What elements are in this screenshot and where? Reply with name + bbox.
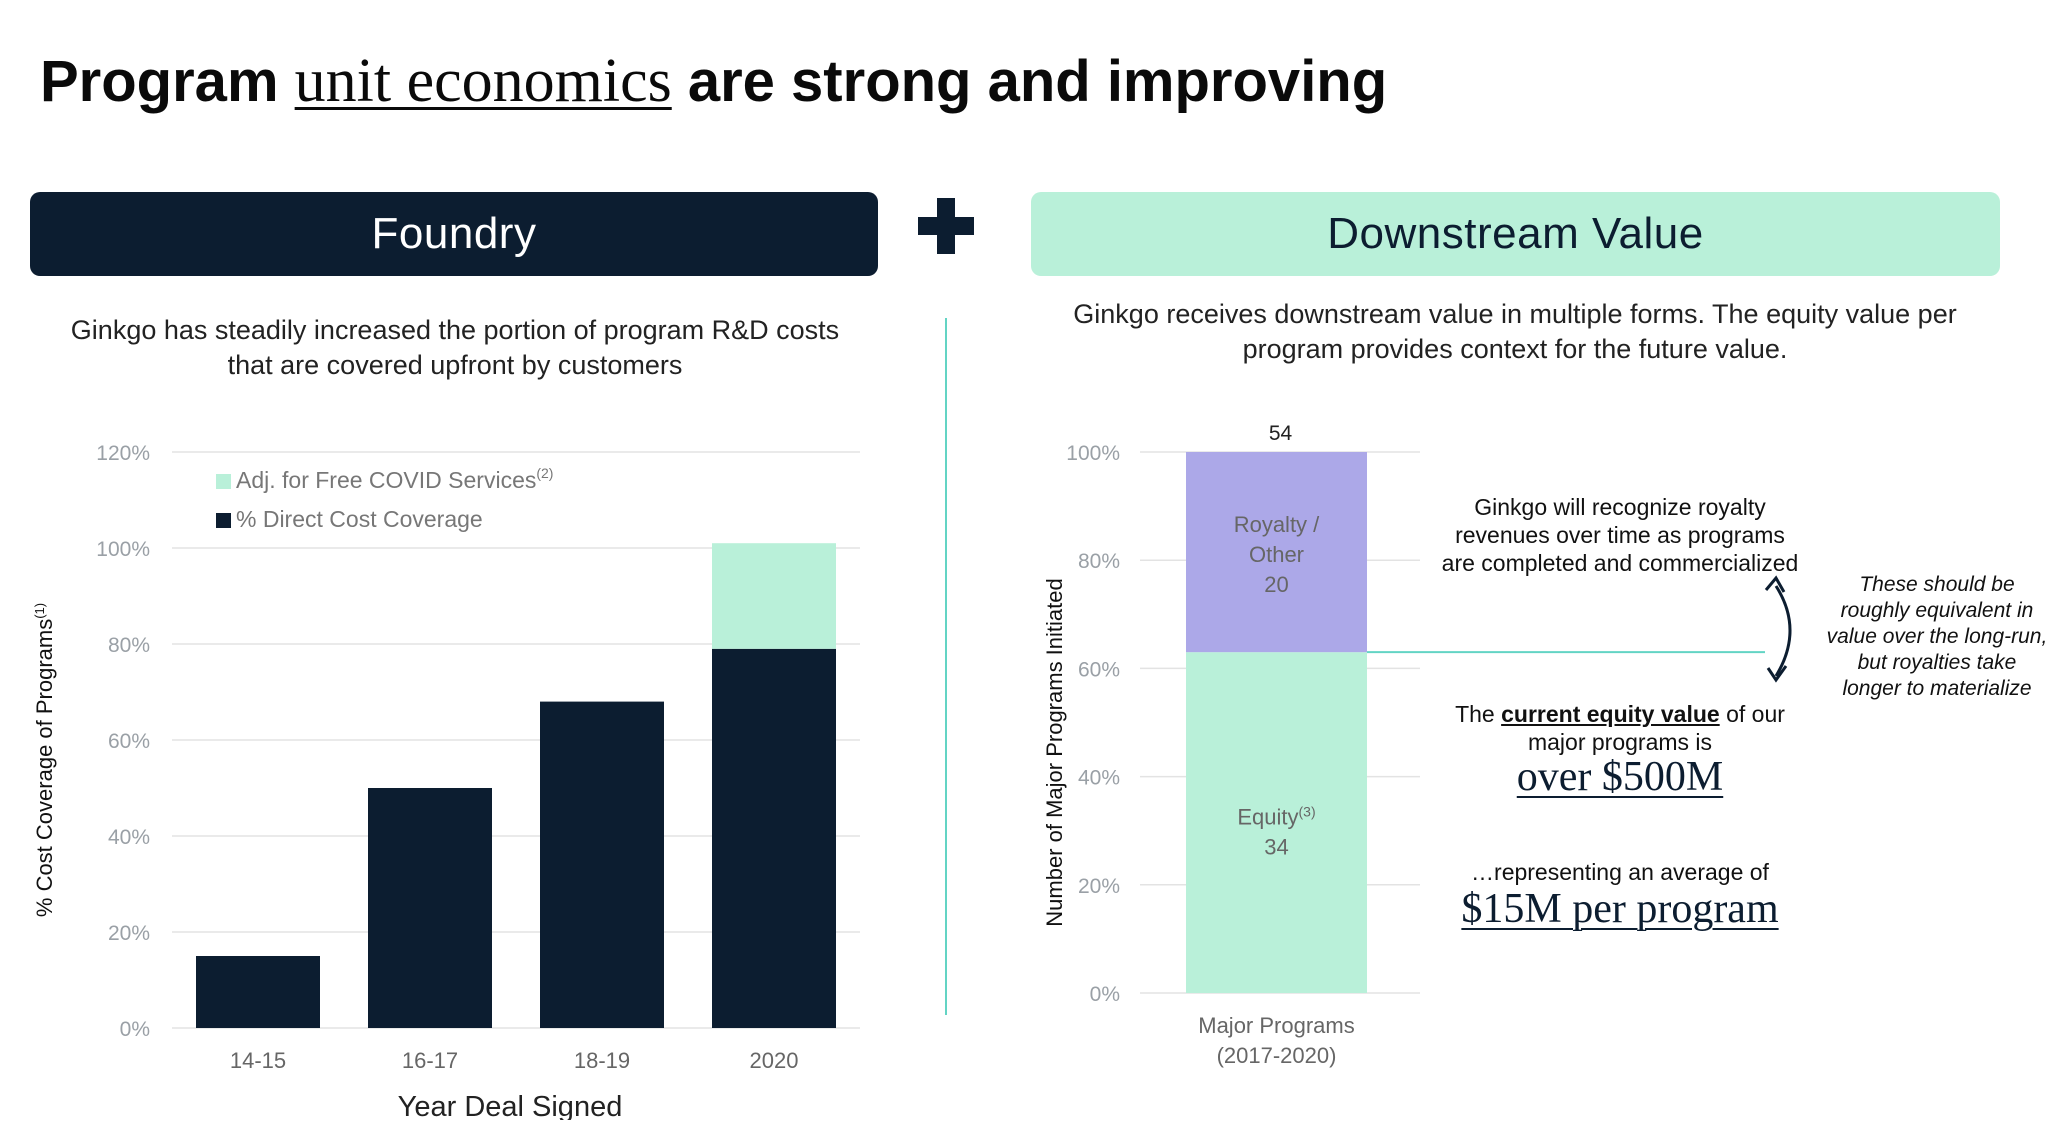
total-label: 54 <box>1269 422 1293 445</box>
bar-segment <box>368 788 492 1028</box>
foundry-header: Foundry <box>30 192 878 276</box>
curved-arrow-icon <box>1764 575 1792 683</box>
side-note: These should be roughly equivalent in va… <box>1826 573 2048 700</box>
foundry-header-label: Foundry <box>371 209 537 258</box>
page-title: Program unit economics are strong and im… <box>40 46 1387 117</box>
equity-segment-label: Equity(3) <box>1237 804 1315 830</box>
bar-segment-equity <box>1186 652 1367 993</box>
y-tick-label: 0% <box>120 1018 150 1041</box>
bar-segment <box>712 543 836 649</box>
y-tick-label: 60% <box>1078 658 1120 681</box>
y-tick-label: 100% <box>1066 442 1120 465</box>
y-tick-label: 40% <box>108 826 150 849</box>
section-divider <box>945 318 947 1015</box>
royalty-note: Ginkgo will recognize royalty revenues o… <box>1441 494 1799 576</box>
foundry-subtitle: Ginkgo has steadily increased the portio… <box>70 315 840 380</box>
royalty-segment-count: 20 <box>1264 572 1288 597</box>
legend-swatch <box>216 513 231 528</box>
average-value: $15M per program <box>1461 886 1779 932</box>
y-tick-label: 80% <box>108 634 150 657</box>
downstream-programs-chart: 0% 20% 40% 60% 80% 100% Equity(3) 34 Royalty / Ot… <box>1042 422 1765 1068</box>
title-part3: are strong and improving <box>671 49 1388 114</box>
y-tick-label: 20% <box>1078 875 1120 898</box>
title-part1: Program <box>40 49 295 114</box>
equity-segment-count: 34 <box>1264 835 1288 860</box>
y-tick-label: 20% <box>108 922 150 945</box>
equity-note-pre: The <box>1455 701 1502 727</box>
y-tick-label: 60% <box>108 730 150 753</box>
equity-note: The current equity value of our major pr… <box>1430 700 1810 756</box>
legend-swatch <box>216 474 231 489</box>
y-axis-label: % Cost Coverage of Programs(1) <box>32 603 57 917</box>
foundry-coverage-chart: 0% 20% 40% 60% 80% 100% 120% 14-15 16-17 18-19 202… <box>32 442 860 1120</box>
x-tick-label: Major Programs <box>1198 1013 1354 1038</box>
average-lead: …representing an average of <box>1471 859 1769 885</box>
x-tick-label: 14-15 <box>230 1048 286 1073</box>
royalty-segment-label: Royalty / <box>1234 512 1320 537</box>
y-tick-label: 80% <box>1078 550 1120 573</box>
x-tick-label: 18-19 <box>574 1048 630 1073</box>
downstream-header: Downstream Value <box>1031 192 2000 276</box>
x-tick-label: 2020 <box>750 1048 799 1073</box>
y-axis-label: Number of Major Programs Initiated <box>1042 578 1067 926</box>
bar-segment-royalty <box>1186 452 1367 653</box>
x-tick-label: (2017-2020) <box>1217 1043 1337 1068</box>
y-tick-label: 40% <box>1078 767 1120 790</box>
downstream-subtitle: Ginkgo receives downstream value in mult… <box>1073 299 1957 364</box>
plus-icon <box>918 198 974 254</box>
legend-label: Adj. for Free COVID Services(2) <box>236 465 553 493</box>
legend-label: % Direct Cost Coverage <box>236 506 483 532</box>
downstream-header-label: Downstream Value <box>1327 209 1704 258</box>
y-tick-label: 100% <box>96 538 150 561</box>
bar-segment <box>196 956 320 1028</box>
y-tick-label: 0% <box>1090 983 1120 1006</box>
x-axis-label: Year Deal Signed <box>398 1091 623 1120</box>
title-emphasis: unit economics <box>294 47 672 115</box>
equity-value: over $500M <box>1516 754 1724 800</box>
y-tick-label: 120% <box>96 442 150 465</box>
equity-note-post: of our major programs is <box>1527 701 1785 755</box>
bar-segment <box>540 701 664 1028</box>
x-tick-label: 16-17 <box>402 1048 458 1073</box>
bar-segment <box>712 648 836 1028</box>
royalty-segment-label: Other <box>1249 542 1304 567</box>
equity-note-link: current equity value <box>1501 701 1720 727</box>
